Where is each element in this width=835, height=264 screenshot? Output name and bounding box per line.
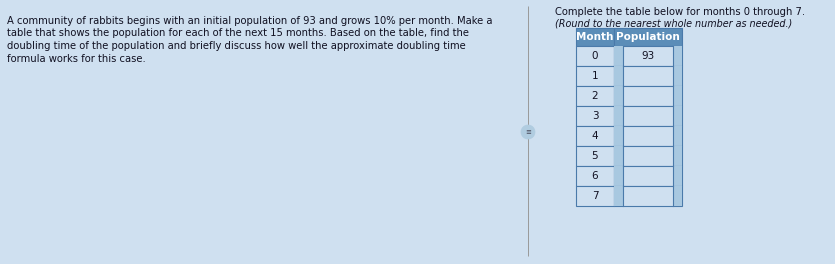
Text: 4: 4 [592, 131, 599, 141]
Text: 6: 6 [592, 171, 599, 181]
Text: Month: Month [576, 32, 614, 42]
Bar [614, 146, 623, 166]
Text: 2: 2 [592, 91, 599, 101]
Circle shape [521, 125, 535, 139]
Bar [614, 28, 682, 46]
Bar [576, 28, 614, 46]
Text: 93: 93 [641, 51, 655, 61]
Bar [614, 146, 682, 166]
Bar [576, 146, 614, 166]
Bar [614, 166, 623, 186]
Bar [673, 66, 682, 86]
Text: table that shows the population for each of the next 15 months. Based on the tab: table that shows the population for each… [7, 29, 469, 39]
Bar [673, 126, 682, 146]
Bar [576, 86, 614, 106]
Text: 5: 5 [592, 151, 599, 161]
Text: 1: 1 [592, 71, 599, 81]
Bar [614, 106, 682, 126]
Bar [614, 126, 623, 146]
Bar [576, 166, 614, 186]
Bar [673, 186, 682, 206]
Bar [576, 46, 614, 66]
Bar [673, 146, 682, 166]
Text: 7: 7 [592, 191, 599, 201]
Bar [614, 46, 623, 66]
Bar [614, 186, 682, 206]
Text: doubling time of the population and briefly discuss how well the approximate dou: doubling time of the population and brie… [7, 41, 466, 51]
Bar [614, 86, 623, 106]
Bar [673, 86, 682, 106]
Text: A community of rabbits begins with an initial population of 93 and grows 10% per: A community of rabbits begins with an in… [7, 16, 493, 26]
Text: Population: Population [616, 32, 680, 42]
Bar [614, 66, 623, 86]
Text: 0: 0 [592, 51, 598, 61]
Text: formula works for this case.: formula works for this case. [7, 54, 146, 64]
Bar [576, 106, 614, 126]
Bar [673, 106, 682, 126]
Bar [576, 126, 614, 146]
Text: ≡: ≡ [525, 129, 531, 135]
Bar [614, 186, 623, 206]
Bar [576, 66, 614, 86]
Bar [614, 166, 682, 186]
Bar [576, 186, 614, 206]
Bar [614, 126, 682, 146]
Text: 3: 3 [592, 111, 599, 121]
Text: Complete the table below for months 0 through 7.: Complete the table below for months 0 th… [555, 7, 805, 17]
Bar [614, 106, 623, 126]
Bar [614, 46, 682, 66]
Bar [673, 46, 682, 66]
Bar [673, 166, 682, 186]
Text: (Round to the nearest whole number as needed.): (Round to the nearest whole number as ne… [555, 19, 792, 29]
Bar [614, 86, 682, 106]
Bar [614, 66, 682, 86]
